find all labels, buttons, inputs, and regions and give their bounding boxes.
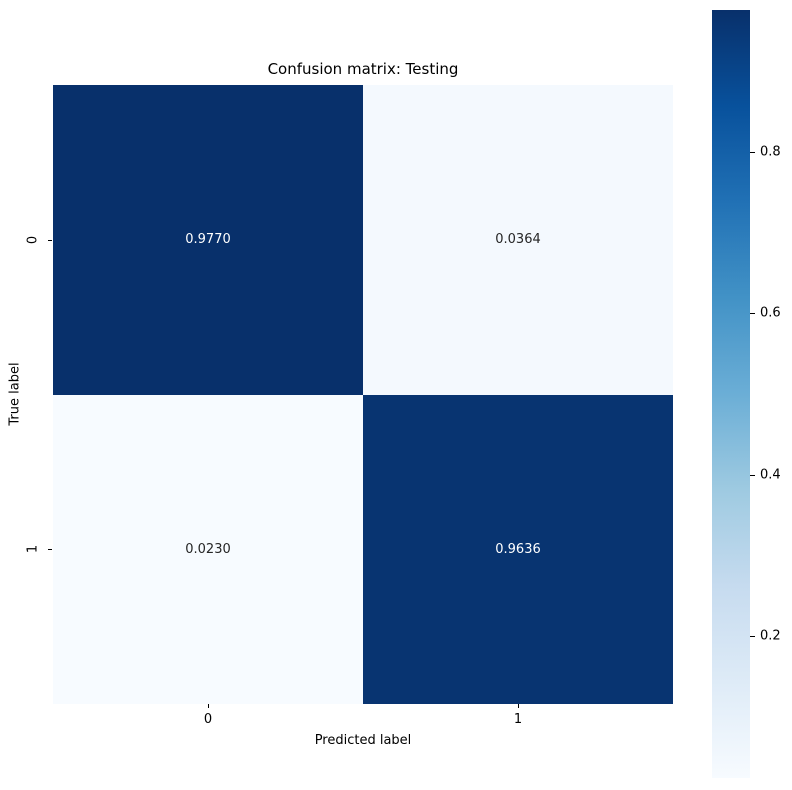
y-axis-label: True label	[7, 362, 23, 426]
x-axis-label: Predicted label	[314, 733, 412, 748]
heatmap-cell-r0c0: 0.9770	[53, 85, 363, 395]
cell-annotation: 0.0364	[495, 232, 541, 248]
colorbar-tick-mark	[750, 474, 755, 476]
x-tick-mark	[518, 704, 519, 708]
cell-annotation: 0.9770	[185, 232, 231, 248]
colorbar-tick-mark	[750, 635, 755, 637]
x-tick-label: 0	[203, 712, 213, 727]
y-tick-mark	[48, 549, 52, 551]
chart-title: Confusion matrix: Testing	[267, 60, 459, 78]
y-tick-label: 0	[25, 235, 41, 244]
y-tick-mark	[48, 239, 52, 241]
y-tick-label: 1	[25, 545, 41, 554]
heatmap-cell-r1c1: 0.9636	[363, 394, 673, 704]
heatmap-cell-r1c0: 0.0230	[53, 394, 363, 704]
heatmap-grid: 0.9770 0.0364 0.0230 0.9636	[53, 85, 673, 704]
colorbar-tick-mark	[750, 152, 755, 154]
heatmap-cell-r0c1: 0.0364	[363, 85, 673, 395]
x-tick-mark	[208, 704, 209, 708]
colorbar-tick-label: 0.6	[760, 305, 781, 321]
colorbar	[712, 10, 750, 778]
colorbar-tick-label: 0.2	[760, 628, 781, 643]
colorbar-tick-label: 0.4	[760, 467, 781, 482]
colorbar-tick-label: 0.8	[760, 144, 781, 160]
colorbar-tick-mark	[750, 313, 755, 315]
cell-annotation: 0.9636	[495, 541, 541, 557]
x-tick-label: 1	[513, 712, 523, 727]
cell-annotation: 0.0230	[185, 541, 231, 557]
